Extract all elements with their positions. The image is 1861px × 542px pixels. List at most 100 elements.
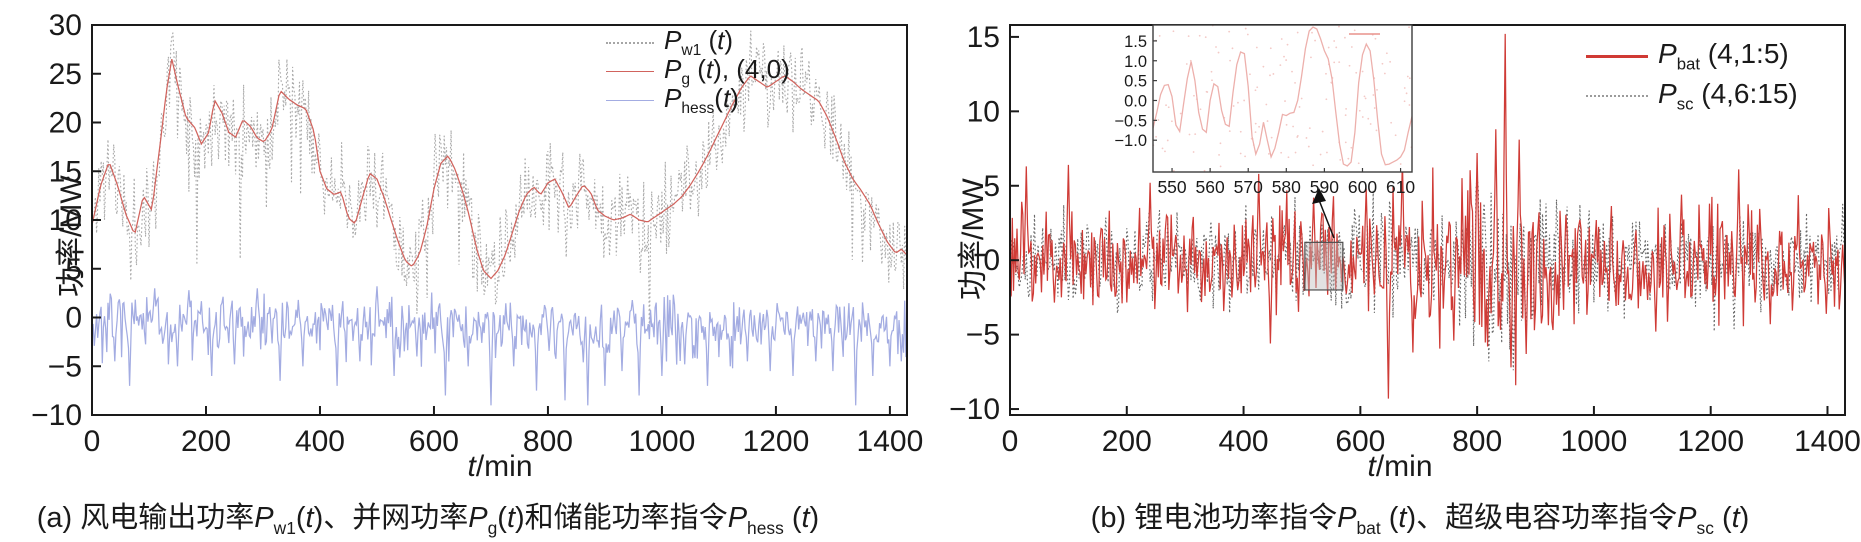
symbol-subscript: sc [1676,94,1694,114]
inset-scatter-dot [1308,127,1311,130]
inset-scatter-dot [1218,154,1220,156]
inset-scatter-dot [1198,34,1201,37]
symbol-P: P [468,502,488,534]
inset-scatter-dot [1300,97,1303,100]
inset-frame [1152,24,1413,173]
inset-series-path-P_bat [1153,26,1412,167]
y-tick-label-b: −10 [949,393,1000,426]
inset-scatter-dot [1363,95,1366,98]
inset-scatter-dot [1345,107,1347,110]
inset-scatter-dot [1205,90,1208,93]
x-tick-label-b: 200 [1102,425,1152,458]
inset-scatter-dot [1272,73,1275,75]
zoom-region-rect [1304,241,1344,291]
y-axis-label-a: 功率/MW [55,175,88,297]
symbol-italic: t [305,502,314,534]
inset-y-tick-label: 1.5 [1124,33,1147,51]
inset-scatter-dot [1348,64,1351,67]
y-tick-label-b: 0 [983,244,1000,277]
inset-scatter-dot [1294,151,1297,154]
inset-scatter-dot [1344,141,1347,144]
x-axis-label-b: t/min [1367,450,1433,483]
inset-scatter-dot [1408,77,1411,80]
inset-scatter-dot [1361,70,1364,73]
y-axis-label-b: 功率/MW [957,178,990,300]
inset-scatter-dot [1165,104,1167,107]
inset-scatter-dot [1285,123,1288,126]
chart-b: 0 200 400 600 800 1000 1200 1400 −10 −5 0 5 10 15 [949,21,1861,458]
inset-scatter-dot [1193,94,1195,97]
x-tick-label-a: 0 [84,425,101,458]
inset-scatter-dot [1333,61,1336,64]
inset-x-tick-label: 610 [1386,177,1415,197]
x-tick-label-b: 800 [1452,425,1502,458]
inset-scatter-dot [1166,139,1169,142]
symbol-subscript: g [681,71,691,89]
inset-scatter-dot [1339,158,1342,161]
symbol-italic: t [717,24,725,55]
inset-y-tick-label: 0.0 [1124,92,1147,110]
symbol-P: P [664,82,682,113]
inset-scatter-dot [1408,26,1410,29]
inset-scatter-dot [1254,131,1257,134]
legend-entry: Pbat (4,1:5) [1586,36,1798,76]
inset-scatter-dot [1350,46,1353,48]
inset-scatter-dot [1373,107,1376,109]
symbol-italic: t [506,502,516,534]
symbol-subscript: sc [1696,517,1714,538]
y-tick-label-a: 25 [49,58,82,91]
inset-scatter-dot [1237,101,1239,104]
legend-entry: Psc (4,6:15) [1586,76,1798,116]
inset-scatter-dot [1364,97,1367,100]
inset-scatter-dot [1199,108,1202,111]
inset-scatter-dot [1219,165,1222,168]
inset-scatter-dot [1344,36,1346,39]
y-tick-label-a: 5 [65,253,82,286]
inset-scatter-dot [1399,163,1402,165]
inset-scatter-dot [1155,135,1157,138]
inset-scatter-dot [1189,59,1192,62]
inset-scatter-dot [1192,151,1195,153]
inset-scatter-dot [1357,162,1360,165]
inset-scatter-dot [1376,88,1378,91]
symbol-P: P [664,24,682,55]
x-axis-label-a: t/min [467,450,533,483]
symbol-italic: t [467,450,476,483]
symbol-P: P [1658,37,1677,69]
inset-scatter-dot [1344,114,1347,117]
inset-scatter-dot [1319,153,1322,156]
inset-scatter-dot [1374,37,1377,40]
symbol-P: P [1337,502,1357,534]
inset-scatter-dot [1385,52,1388,55]
legend-swatch-dotted-line-icon [606,41,654,44]
y-tick-label-a: 20 [49,107,82,140]
inset-scatter-dot [1239,152,1242,155]
inset-scatter-dot [1269,74,1271,77]
inset-scatter-dot [1381,62,1384,65]
inset-scatter-dot [1231,47,1234,50]
legend-swatch-solid-line-icon [606,100,654,101]
inset-scatter-dot [1254,89,1257,92]
x-tick-label-a: 600 [409,425,459,458]
inset-scatter-dot [1327,46,1330,49]
inset-scatter-dot [1265,103,1268,106]
legend-label: Psc (4,6:15) [1658,77,1798,114]
inset-scatter-dot [1158,35,1161,37]
inset-scatter-dot [1157,119,1160,121]
inset-scatter-dot [1285,59,1288,61]
series-path-P_hesst [93,286,906,406]
inset-scatter-dot [1403,87,1406,89]
symbol-P: P [727,502,748,534]
inset-scatter-dot [1172,30,1175,33]
inset-scatter-dot [1338,25,1340,28]
inset-scatter-dot [1270,136,1273,139]
inset-scatter-dot [1217,51,1220,54]
legend-entry: Pw1 (t) [606,24,790,59]
inset-scatter-dot [1335,46,1338,49]
inset-scatter-dot [1383,72,1386,75]
inset-scatter-dot [1170,120,1173,123]
inset-scatter-dot [1239,130,1242,133]
y-tick-label-b: −5 [966,319,1000,352]
x-tick-label-b: 400 [1219,425,1269,458]
inset-scatter-dot [1326,151,1328,154]
